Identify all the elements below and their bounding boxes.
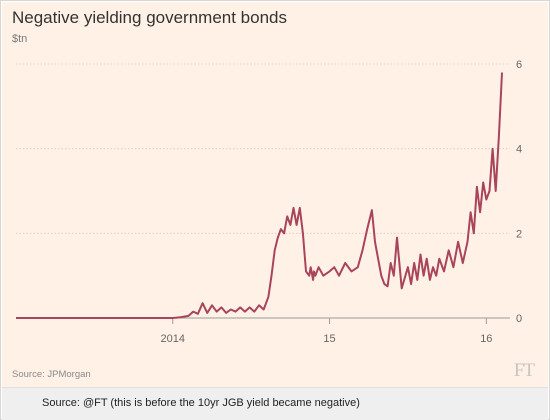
y-tick-label: 4 [516, 144, 522, 156]
source-note: Source: JPMorgan [12, 369, 91, 380]
image-caption: Source: @FT (this is before the 10yr JGB… [2, 387, 548, 420]
series-line [16, 72, 503, 319]
x-tick-label: 2014 [161, 333, 185, 345]
ft-logo: FT [513, 360, 535, 381]
chart-title: Negative yielding government bonds [12, 8, 288, 27]
y-tick-label: 6 [516, 59, 522, 71]
x-tick-label: 15 [323, 333, 335, 345]
chart-panel: Negative yielding government bonds $tn 0… [2, 2, 548, 387]
y-tick-label: 2 [516, 228, 522, 240]
x-tick-label: 16 [480, 333, 492, 345]
chart-plot: 0 2 4 6 2014 15 16 [16, 59, 522, 345]
y-axis-unit: $tn [12, 33, 28, 45]
y-tick-labels: 0 2 4 6 [516, 59, 522, 325]
caption-text: Source: @FT (this is before the 10yr JGB… [42, 397, 360, 409]
y-tick-label: 0 [516, 313, 522, 325]
gridlines [16, 63, 510, 319]
x-tick-labels: 2014 15 16 [161, 318, 492, 345]
